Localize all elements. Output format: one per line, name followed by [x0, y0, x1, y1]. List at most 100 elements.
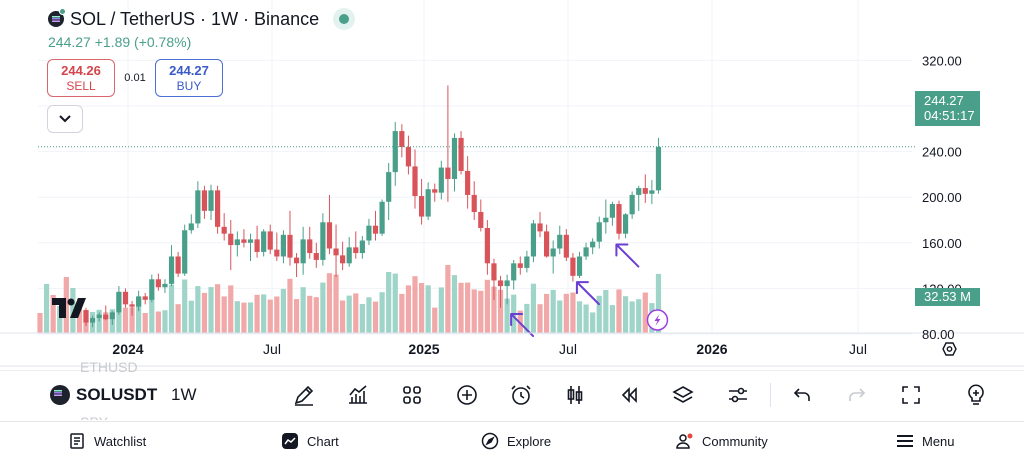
undo-button[interactable]: [788, 381, 816, 409]
buy-button[interactable]: 244.27 BUY: [155, 59, 223, 97]
replay-icon: [621, 387, 637, 403]
x-tick-label: 2026: [696, 341, 727, 357]
candle-body: [379, 201, 385, 234]
candle-body: [215, 190, 221, 227]
volume-bar: [129, 307, 135, 333]
price-chart[interactable]: 320.00280.00240.00200.00160.00120.0080.0…: [0, 0, 1024, 368]
candle-body: [201, 190, 208, 211]
candle-body: [168, 256, 175, 284]
volume-bar: [497, 289, 504, 333]
layout-button[interactable]: [398, 381, 426, 409]
candle-body: [405, 147, 412, 167]
redo-button[interactable]: [843, 381, 871, 409]
nav-menu[interactable]: Menu: [896, 432, 955, 450]
ideas-button[interactable]: [962, 381, 990, 409]
candle-body: [109, 312, 115, 320]
candle-body: [267, 231, 273, 250]
y-tick-label: 80.00: [922, 327, 955, 342]
volume-bar: [307, 295, 313, 333]
chart-header: SOL / TetherUS · 1W · Binance 244.27 +1.…: [48, 8, 356, 50]
volume-bar: [320, 282, 326, 333]
symbol-selector[interactable]: SOLUSDT: [50, 385, 157, 405]
candle-body: [451, 137, 458, 179]
bottom-navigation: Watchlist Chart Explore Community Menu: [0, 421, 1024, 461]
volume-bar: [629, 301, 635, 333]
candle-body: [162, 283, 168, 288]
volume-bar: [484, 279, 490, 333]
candle-body: [465, 170, 471, 195]
candle-body: [563, 234, 569, 258]
volume-bar: [504, 298, 510, 333]
nav-watchlist-label: Watchlist: [94, 433, 147, 449]
previous-symbol[interactable]: ETHUSD: [80, 359, 138, 375]
volume-bar: [300, 287, 306, 333]
candle-body: [340, 255, 346, 264]
candle-body: [353, 247, 359, 254]
fullscreen-button[interactable]: [897, 381, 925, 409]
candle-body: [313, 253, 319, 260]
volume-bar: [478, 290, 484, 333]
redo-icon: [849, 388, 866, 401]
sell-button[interactable]: 244.26 SELL: [47, 59, 115, 97]
candle-body: [603, 217, 609, 223]
nav-community-label: Community: [702, 433, 768, 449]
solana-coin-icon: [50, 385, 70, 405]
candle-body: [636, 188, 642, 195]
volume-bar: [149, 296, 155, 333]
indicators-button[interactable]: [344, 381, 372, 409]
nav-community[interactable]: Community: [676, 432, 768, 450]
symbol-title[interactable]: SOL / TetherUS · 1W · Binance: [70, 8, 320, 29]
candle-body: [208, 190, 214, 211]
nav-watchlist[interactable]: Watchlist: [68, 432, 146, 450]
candle-body: [576, 256, 583, 276]
drawing-tool-button[interactable]: [290, 381, 318, 409]
candle-body: [649, 190, 655, 194]
layers-button[interactable]: [669, 381, 697, 409]
volume-bar: [425, 285, 431, 333]
candle-body: [445, 167, 451, 179]
volume-bar: [57, 306, 63, 333]
add-button[interactable]: [453, 381, 481, 409]
interval-selector[interactable]: 1W: [171, 385, 197, 404]
reset-view-center: [946, 346, 953, 352]
volume-bar: [274, 296, 280, 333]
symbol-name: SOLUSDT: [76, 385, 158, 404]
volume-bar: [366, 297, 372, 333]
volume-bar: [451, 275, 458, 333]
chart-type-button[interactable]: [561, 381, 589, 409]
candle-body: [228, 233, 234, 246]
alert-button[interactable]: [507, 381, 535, 409]
collapse-button[interactable]: [47, 105, 83, 133]
ideas-icon: [968, 384, 984, 405]
volume-bar: [517, 310, 523, 333]
next-symbol[interactable]: SPY: [80, 414, 108, 420]
candlestick-icon: [567, 386, 583, 404]
volume-bar: [234, 301, 240, 333]
candle-body: [136, 296, 142, 307]
market-status-icon[interactable]: [333, 8, 356, 30]
volume-bar: [208, 287, 214, 333]
nav-explore[interactable]: Explore: [481, 432, 551, 450]
volume-bar: [655, 273, 662, 333]
tradingview-logo: [52, 298, 86, 324]
candle-body: [366, 225, 372, 241]
nav-chart[interactable]: Chart: [281, 432, 339, 450]
plus-icon: [457, 385, 477, 405]
replay-button[interactable]: [615, 381, 643, 409]
buy-price: 244.27: [169, 63, 209, 78]
solana-coin-icon: [48, 8, 66, 27]
y-tick-label: 240.00: [922, 145, 962, 160]
volume-bar: [438, 287, 444, 333]
candle-countdown: 04:51:17: [924, 108, 975, 123]
chart-area[interactable]: 320.00280.00240.00200.00160.00120.0080.0…: [0, 0, 1024, 368]
volume-bar: [379, 292, 385, 333]
candle-body: [89, 318, 96, 323]
candle-body: [511, 263, 517, 281]
volume-bar: [195, 286, 201, 333]
price-change: +1.89 (+0.78%): [94, 34, 192, 50]
candle-body: [116, 291, 122, 313]
volume-bar: [642, 292, 648, 333]
candle-body: [544, 231, 550, 257]
settings-button[interactable]: [724, 381, 752, 409]
candle-body: [432, 189, 438, 193]
